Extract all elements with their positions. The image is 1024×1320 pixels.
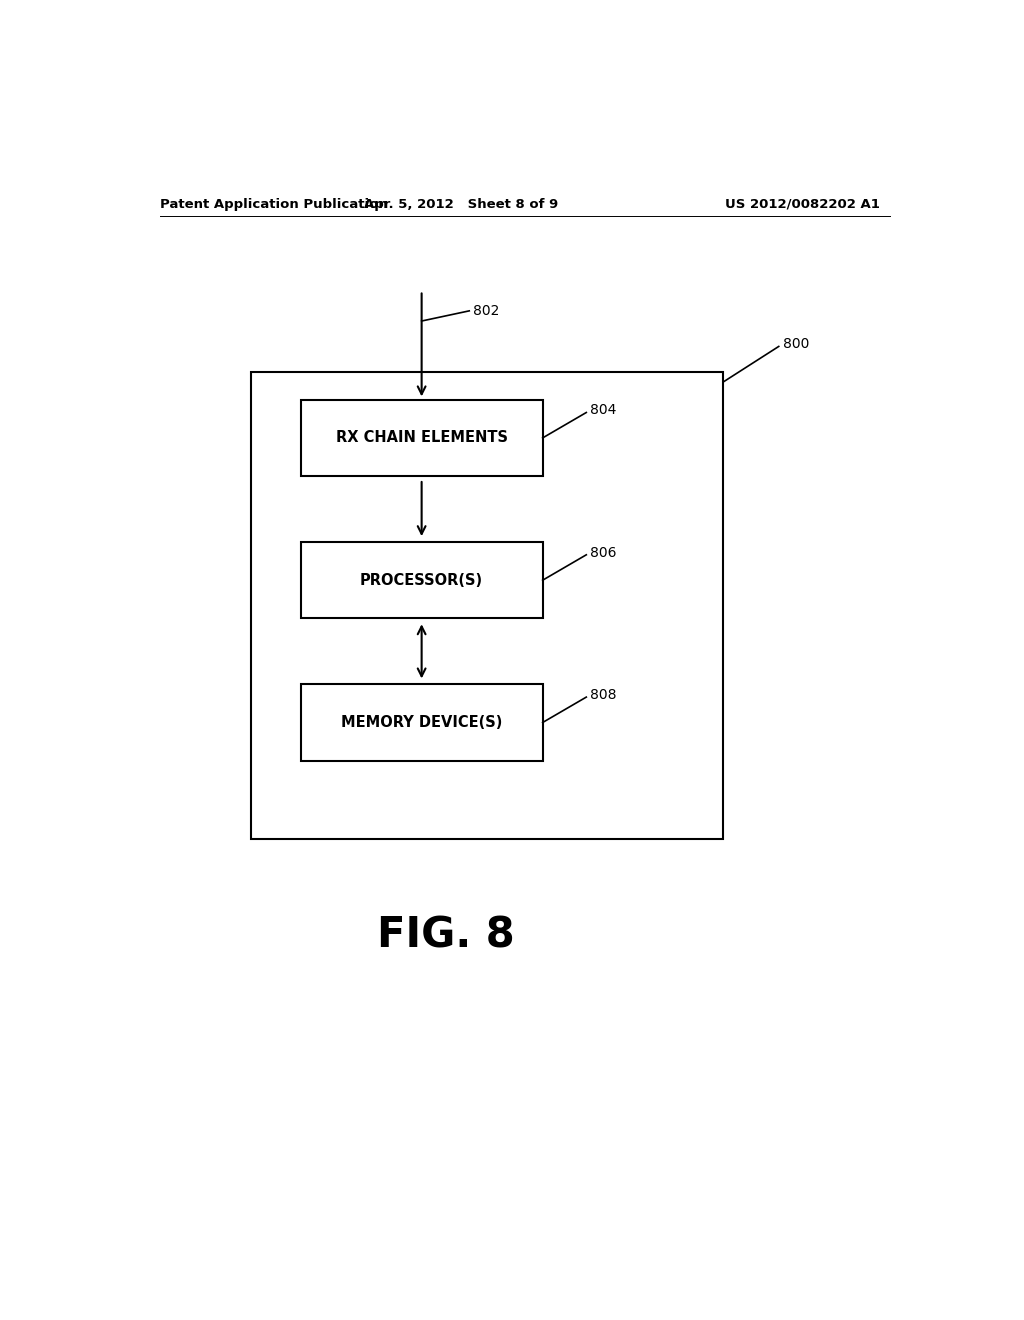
Text: US 2012/0082202 A1: US 2012/0082202 A1 xyxy=(725,198,880,211)
Text: Apr. 5, 2012   Sheet 8 of 9: Apr. 5, 2012 Sheet 8 of 9 xyxy=(365,198,558,211)
Text: PROCESSOR(S): PROCESSOR(S) xyxy=(360,573,483,587)
Text: 808: 808 xyxy=(590,688,616,702)
Bar xyxy=(301,543,543,618)
Text: Patent Application Publication: Patent Application Publication xyxy=(160,198,387,211)
Bar xyxy=(251,372,723,840)
Bar xyxy=(301,684,543,760)
Text: 806: 806 xyxy=(590,545,616,560)
Text: 804: 804 xyxy=(590,404,616,417)
Text: RX CHAIN ELEMENTS: RX CHAIN ELEMENTS xyxy=(336,430,508,445)
Text: FIG. 8: FIG. 8 xyxy=(377,915,514,957)
Text: 802: 802 xyxy=(473,304,500,318)
Text: MEMORY DEVICE(S): MEMORY DEVICE(S) xyxy=(341,715,503,730)
Bar xyxy=(301,400,543,477)
Text: 800: 800 xyxy=(782,338,809,351)
